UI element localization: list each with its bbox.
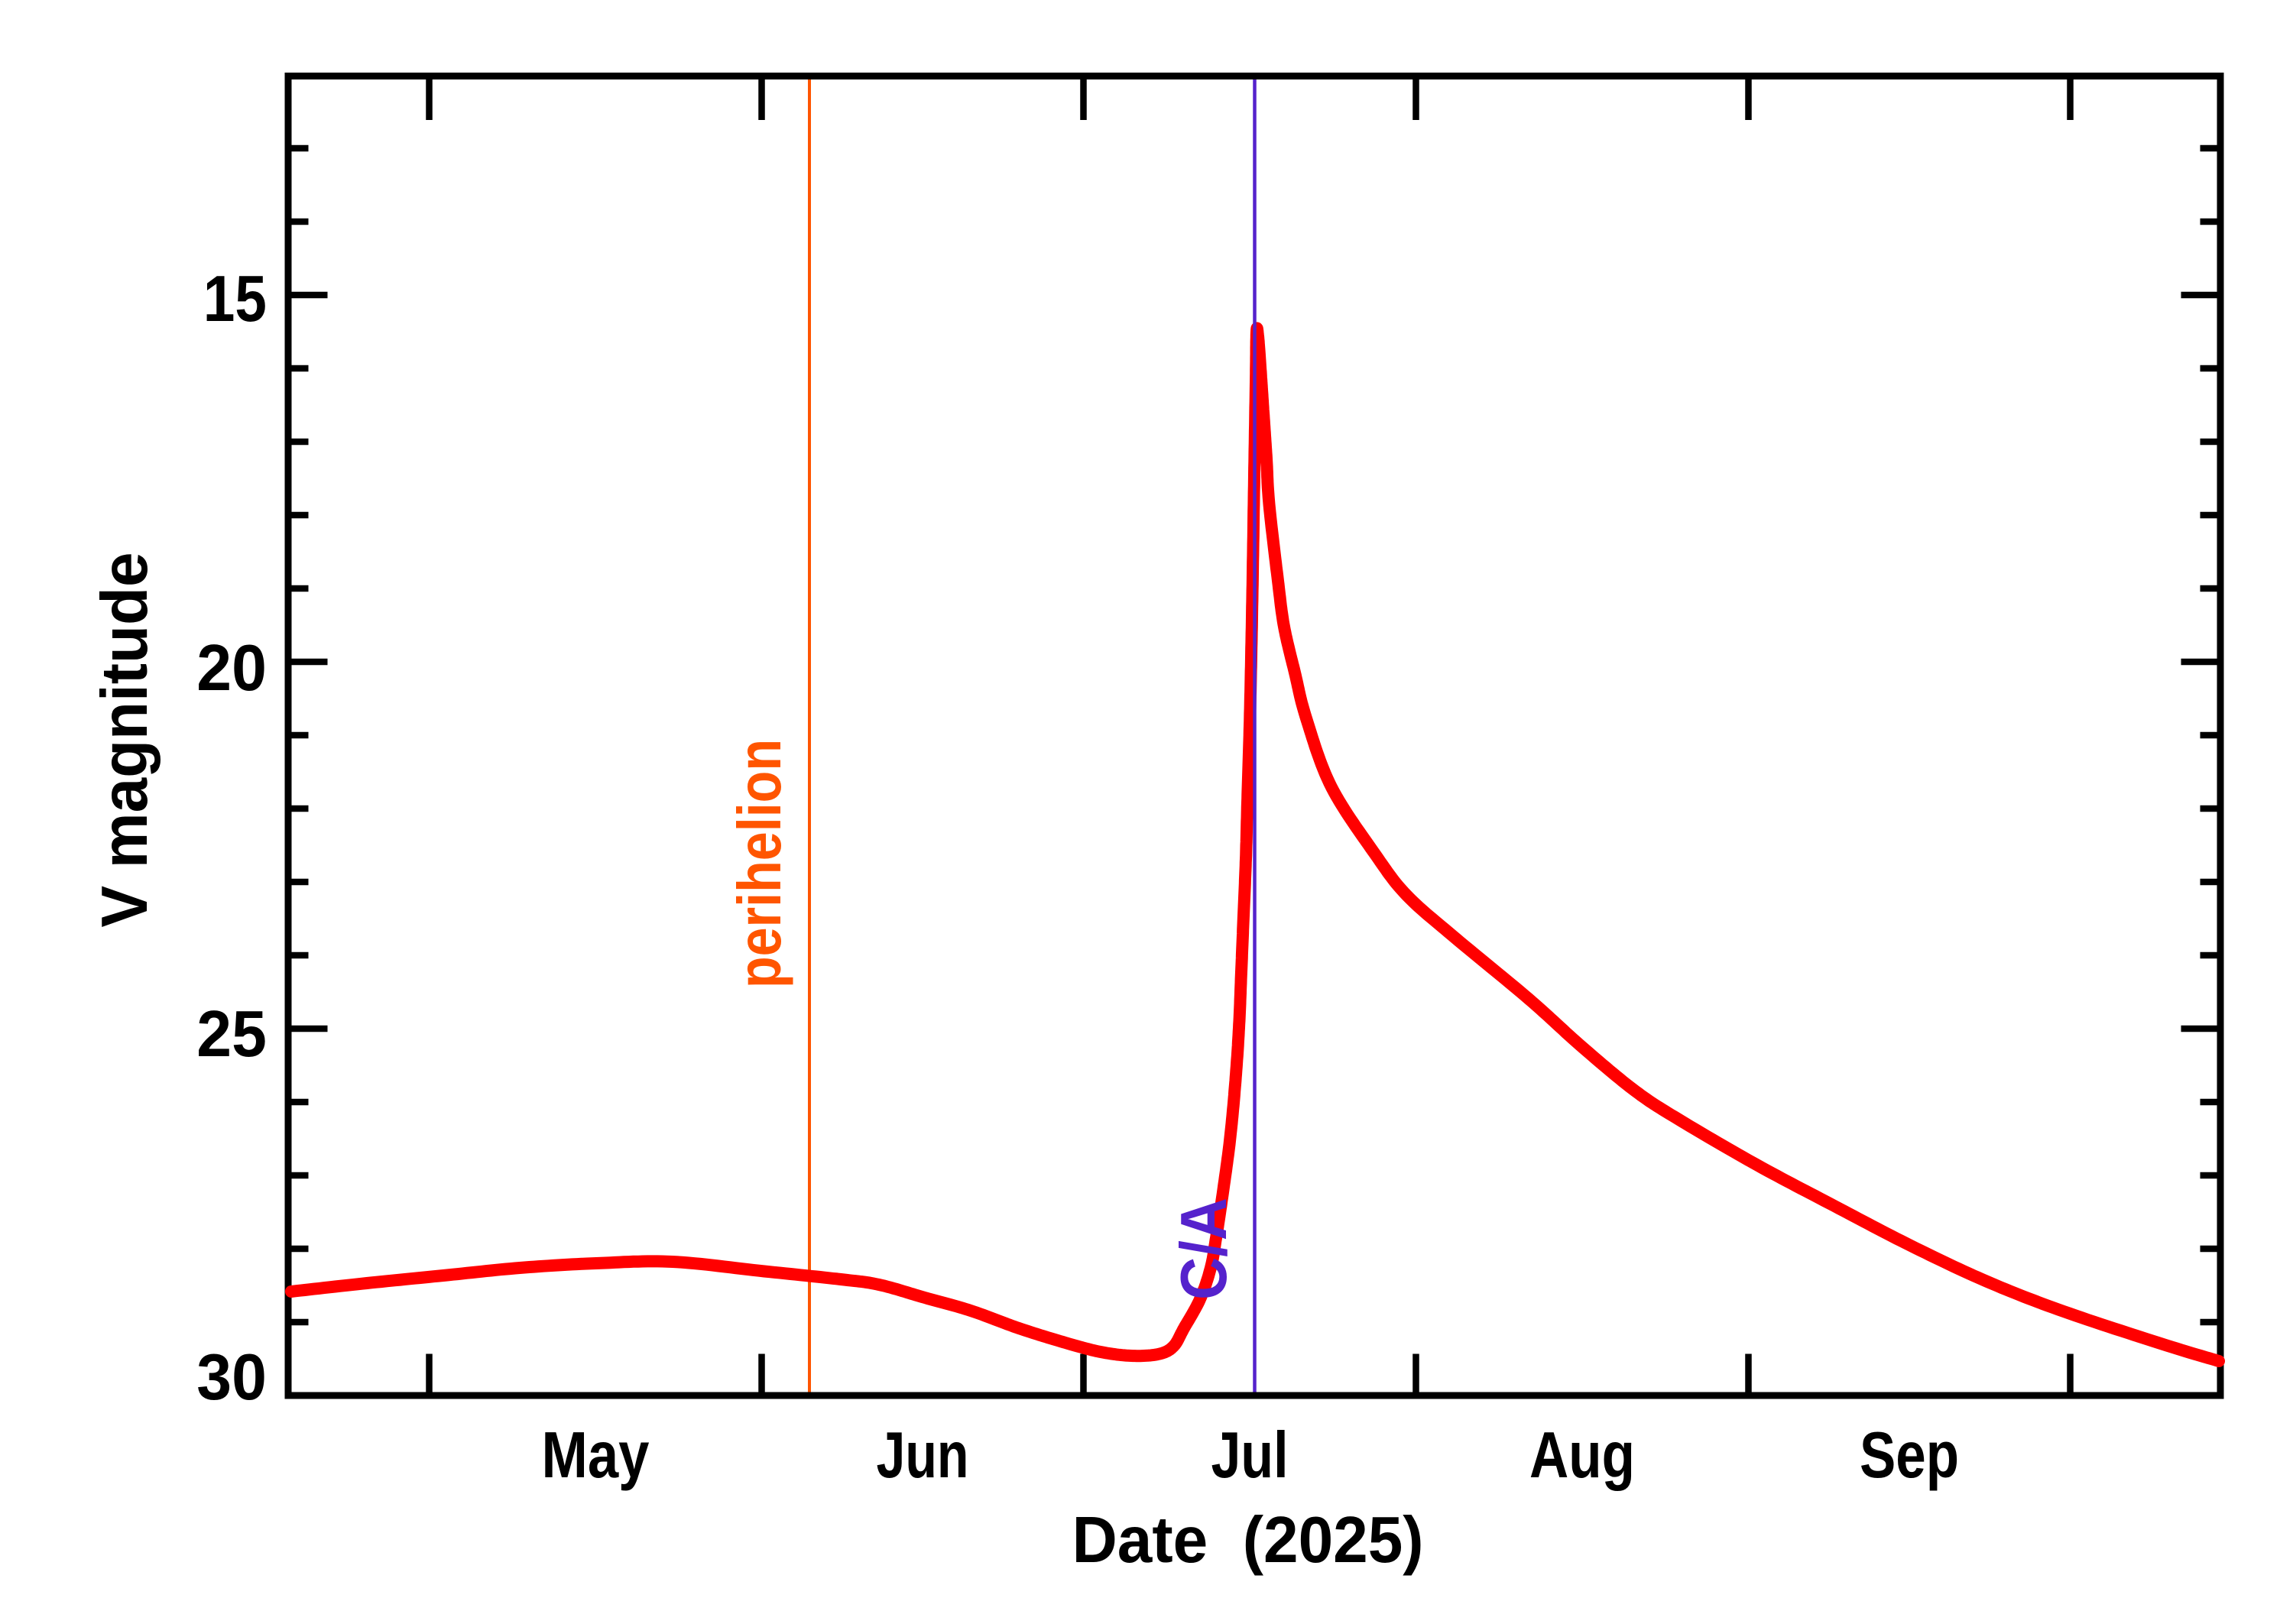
svg-text:Date (2025): Date (2025) (1072, 1504, 1424, 1577)
svg-text:Jul: Jul (1211, 1419, 1289, 1492)
svg-text:C/A: C/A (1168, 1198, 1241, 1300)
svg-text:perihelion: perihelion (725, 739, 793, 988)
svg-text:Jun: Jun (877, 1419, 969, 1492)
svg-text:May: May (542, 1419, 650, 1492)
svg-text:25: 25 (196, 998, 267, 1071)
svg-text:20: 20 (196, 632, 267, 705)
svg-text:30: 30 (196, 1341, 267, 1414)
svg-text:Aug: Aug (1529, 1419, 1635, 1492)
svg-text:V magnitude: V magnitude (89, 553, 161, 928)
svg-text:Sep: Sep (1860, 1419, 1959, 1492)
svg-text:15: 15 (203, 263, 267, 335)
